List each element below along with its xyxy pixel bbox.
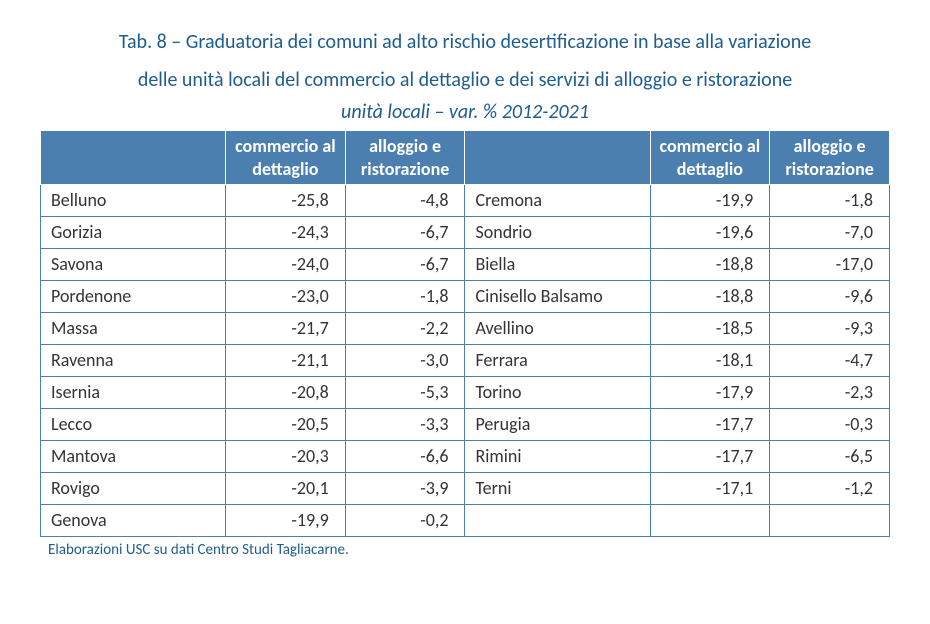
alloggio-left: -5,3 (345, 377, 465, 409)
table-row: Belluno-25,8-4,8Cremona-19,9-1,8 (41, 185, 890, 217)
alloggio-right (770, 505, 890, 537)
header-commercio-right: commercio al dettaglio (650, 131, 770, 185)
table-row: Mantova-20,3-6,6Rimini-17,7-6,5 (41, 441, 890, 473)
table-title-line1: Tab. 8 – Graduatoria dei comuni ad alto … (40, 24, 890, 60)
header-alloggio-left: alloggio e ristorazione (345, 131, 465, 185)
table-row: Lecco-20,5-3,3Perugia-17,7-0,3 (41, 409, 890, 441)
city-right: Ferrara (465, 345, 650, 377)
city-left: Genova (41, 505, 226, 537)
alloggio-left: -0,2 (345, 505, 465, 537)
table-row: Pordenone-23,0-1,8Cinisello Balsamo-18,8… (41, 281, 890, 313)
commercio-left: -25,8 (226, 185, 346, 217)
alloggio-left: -6,6 (345, 441, 465, 473)
city-left: Rovigo (41, 473, 226, 505)
city-left: Massa (41, 313, 226, 345)
commercio-left: -24,3 (226, 217, 346, 249)
city-right: Avellino (465, 313, 650, 345)
city-right: Cinisello Balsamo (465, 281, 650, 313)
commercio-right: -18,8 (650, 249, 770, 281)
table-row: Gorizia-24,3-6,7Sondrio-19,6-7,0 (41, 217, 890, 249)
alloggio-left: -2,2 (345, 313, 465, 345)
table-row: Genova-19,9-0,2 (41, 505, 890, 537)
alloggio-left: -6,7 (345, 217, 465, 249)
table-row: Savona-24,0-6,7Biella-18,8-17,0 (41, 249, 890, 281)
city-right (465, 505, 650, 537)
alloggio-right: -1,2 (770, 473, 890, 505)
table-row: Ravenna-21,1-3,0Ferrara-18,1-4,7 (41, 345, 890, 377)
city-right: Perugia (465, 409, 650, 441)
commercio-left: -21,7 (226, 313, 346, 345)
commercio-left: -20,1 (226, 473, 346, 505)
alloggio-right: -9,3 (770, 313, 890, 345)
table-subtitle: unità locali – var. % 2012-2021 (40, 100, 890, 124)
alloggio-right: -1,8 (770, 185, 890, 217)
commercio-right: -17,7 (650, 409, 770, 441)
commercio-right: -19,9 (650, 185, 770, 217)
city-left: Belluno (41, 185, 226, 217)
alloggio-right: -0,3 (770, 409, 890, 441)
commercio-left: -19,9 (226, 505, 346, 537)
city-left: Gorizia (41, 217, 226, 249)
commercio-right: -18,5 (650, 313, 770, 345)
alloggio-right: -6,5 (770, 441, 890, 473)
alloggio-left: -1,8 (345, 281, 465, 313)
table-title-line2: delle unità locali del commercio al dett… (40, 62, 890, 98)
city-right: Rimini (465, 441, 650, 473)
city-left: Lecco (41, 409, 226, 441)
table-row: Rovigo-20,1-3,9Terni-17,1-1,2 (41, 473, 890, 505)
commercio-left: -20,5 (226, 409, 346, 441)
alloggio-right: -9,6 (770, 281, 890, 313)
header-empty-right (465, 131, 650, 185)
commercio-right: -18,8 (650, 281, 770, 313)
city-left: Savona (41, 249, 226, 281)
commercio-right: -19,6 (650, 217, 770, 249)
alloggio-left: -3,0 (345, 345, 465, 377)
table-header-row: commercio al dettaglio alloggio e ristor… (41, 131, 890, 185)
header-empty-left (41, 131, 226, 185)
alloggio-left: -3,3 (345, 409, 465, 441)
commercio-left: -23,0 (226, 281, 346, 313)
alloggio-right: -4,7 (770, 345, 890, 377)
city-right: Torino (465, 377, 650, 409)
alloggio-right: -17,0 (770, 249, 890, 281)
commercio-left: -24,0 (226, 249, 346, 281)
city-right: Terni (465, 473, 650, 505)
commercio-left: -21,1 (226, 345, 346, 377)
commercio-right: -18,1 (650, 345, 770, 377)
city-left: Isernia (41, 377, 226, 409)
alloggio-left: -4,8 (345, 185, 465, 217)
header-alloggio-right: alloggio e ristorazione (770, 131, 890, 185)
commercio-left: -20,8 (226, 377, 346, 409)
header-commercio-left: commercio al dettaglio (226, 131, 346, 185)
alloggio-left: -6,7 (345, 249, 465, 281)
table-row: Isernia-20,8-5,3Torino-17,9-2,3 (41, 377, 890, 409)
city-right: Biella (465, 249, 650, 281)
table-row: Massa-21,7-2,2Avellino-18,5-9,3 (41, 313, 890, 345)
alloggio-left: -3,9 (345, 473, 465, 505)
commercio-right: -17,9 (650, 377, 770, 409)
commercio-right (650, 505, 770, 537)
alloggio-right: -7,0 (770, 217, 890, 249)
commercio-left: -20,3 (226, 441, 346, 473)
commercio-right: -17,7 (650, 441, 770, 473)
data-table: commercio al dettaglio alloggio e ristor… (40, 130, 890, 537)
footnote: Elaborazioni USC su dati Centro Studi Ta… (48, 541, 890, 559)
city-left: Pordenone (41, 281, 226, 313)
city-left: Mantova (41, 441, 226, 473)
alloggio-right: -2,3 (770, 377, 890, 409)
city-right: Sondrio (465, 217, 650, 249)
city-left: Ravenna (41, 345, 226, 377)
commercio-right: -17,1 (650, 473, 770, 505)
city-right: Cremona (465, 185, 650, 217)
